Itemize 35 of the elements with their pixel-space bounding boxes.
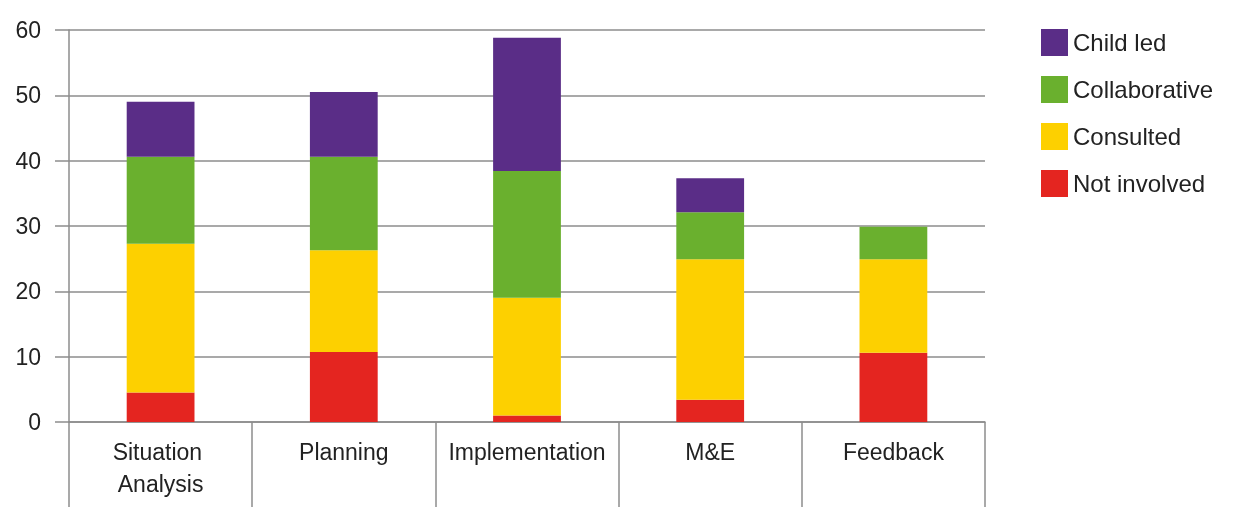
bar xyxy=(309,92,378,157)
legend-label: Not involved xyxy=(1073,170,1206,197)
x-tick-label: Planning xyxy=(299,439,389,465)
bar xyxy=(493,415,561,422)
x-tick-label: Implementation xyxy=(448,439,606,465)
y-tick-label: 0 xyxy=(28,409,41,435)
bar xyxy=(309,352,378,422)
x-tick-label: Situation Analysis xyxy=(112,439,209,497)
bar xyxy=(676,259,745,400)
bar xyxy=(126,392,195,422)
x-tick-label: Feedback xyxy=(842,439,945,465)
legend-label: Child led xyxy=(1073,29,1167,56)
bar xyxy=(126,243,195,393)
bar xyxy=(493,37,561,172)
y-tick-label: 60 xyxy=(15,17,41,43)
y-tick-label: 40 xyxy=(15,147,41,174)
y-tick-label: 20 xyxy=(15,278,41,305)
legend-label: Collaborative xyxy=(1073,76,1214,103)
bar xyxy=(309,250,378,353)
bar xyxy=(859,226,928,260)
bar xyxy=(859,259,928,353)
bar xyxy=(493,297,561,416)
legend-label: Consulted xyxy=(1073,123,1182,150)
bar xyxy=(859,352,928,422)
bar xyxy=(676,178,745,213)
bar xyxy=(126,101,195,157)
y-tick-label: 50 xyxy=(15,82,41,109)
bar xyxy=(493,171,561,298)
bar xyxy=(676,212,745,260)
y-tick-label: 10 xyxy=(15,343,41,370)
bar xyxy=(126,156,195,244)
bar xyxy=(676,399,745,422)
bar xyxy=(309,156,378,251)
y-tick-label: 30 xyxy=(15,213,41,239)
x-tick-label: M&E xyxy=(685,439,736,465)
